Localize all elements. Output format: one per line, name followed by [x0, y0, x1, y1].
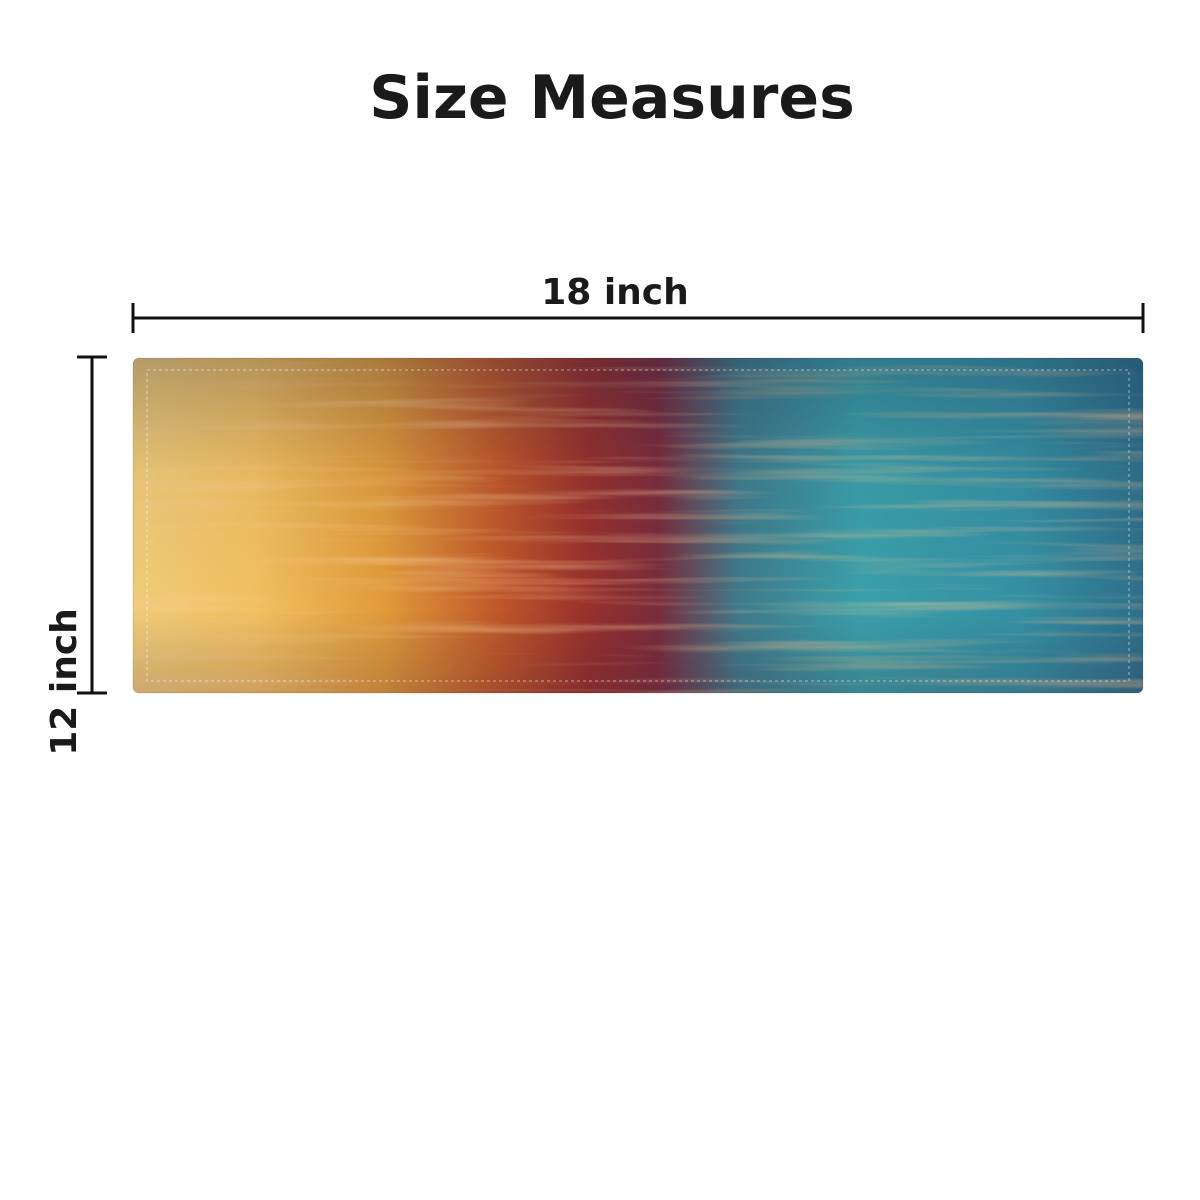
placemat [133, 358, 1143, 693]
height-measure [77, 355, 107, 695]
placemat-edge [132, 357, 1144, 694]
width-measure [131, 303, 1145, 333]
height-label: 12 inch [44, 608, 85, 756]
width-label: 18 inch [541, 272, 689, 313]
title: Size Measures [369, 63, 855, 133]
